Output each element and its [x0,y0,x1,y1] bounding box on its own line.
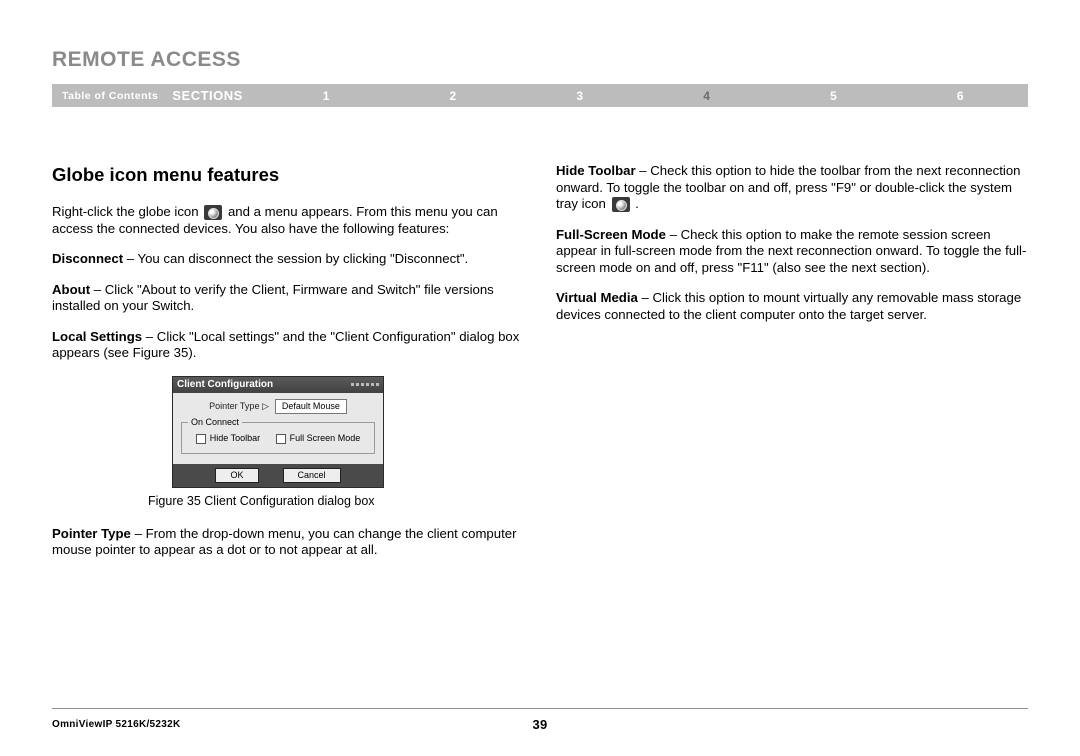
local-settings-paragraph: Local Settings – Click "Local settings" … [52,329,524,362]
nav-section-4[interactable]: 4 [693,89,720,103]
disconnect-term: Disconnect [52,251,123,266]
nav-section-5[interactable]: 5 [820,89,847,103]
hide-toolbar-body-b: . [632,196,639,211]
pointer-type-paragraph: Pointer Type – From the drop-down menu, … [52,526,524,559]
page-title: REMOTE ACCESS [52,48,1028,72]
section-nav: Table of Contents SECTIONS 1 2 3 4 5 6 [52,84,1028,107]
section-heading: Globe icon menu features [52,163,524,186]
checkbox-icon [196,434,206,444]
about-body: – Click "About to verify the Client, Fir… [52,282,494,314]
nav-section-2[interactable]: 2 [440,89,467,103]
footer-page-number: 39 [52,717,1028,732]
full-screen-label: Full Screen Mode [290,433,361,444]
about-term: About [52,282,90,297]
cancel-button[interactable]: Cancel [283,468,341,483]
dialog-button-bar: OK Cancel [173,464,383,487]
globe-icon [612,197,630,212]
globe-icon [204,205,222,220]
dialog-titlebar: Client Configuration [173,377,383,394]
intro-text-a: Right-click the globe icon [52,204,202,219]
right-column: Hide Toolbar – Check this option to hide… [556,163,1028,573]
nav-sections-label: SECTIONS [172,88,262,103]
hide-toolbar-label: Hide Toolbar [210,433,260,444]
hide-toolbar-paragraph: Hide Toolbar – Check this option to hide… [556,163,1028,213]
full-screen-term: Full-Screen Mode [556,227,666,242]
local-settings-term: Local Settings [52,329,142,344]
figure-caption: Figure 35 Client Configuration dialog bo… [148,494,524,510]
disconnect-paragraph: Disconnect – You can disconnect the sess… [52,251,524,268]
hide-toolbar-checkbox[interactable]: Hide Toolbar [196,433,260,444]
pointer-type-select[interactable]: Default Mouse [275,399,347,414]
full-screen-paragraph: Full-Screen Mode – Check this option to … [556,227,1028,277]
dialog-body: Pointer Type ▷ Default Mouse On Connect … [173,393,383,464]
nav-toc-link[interactable]: Table of Contents [52,90,172,102]
ok-button[interactable]: OK [215,468,258,483]
on-connect-legend: On Connect [188,417,242,428]
full-screen-checkbox[interactable]: Full Screen Mode [276,433,361,444]
dialog-title-decor [351,383,379,386]
nav-numbers: 1 2 3 4 5 6 [263,89,1028,103]
nav-section-1[interactable]: 1 [313,89,340,103]
content-columns: Globe icon menu features Right-click the… [52,163,1028,573]
about-paragraph: About – Click "About to verify the Clien… [52,282,524,315]
client-config-dialog: Client Configuration Pointer Type ▷ Defa… [172,376,384,488]
left-column: Globe icon menu features Right-click the… [52,163,524,573]
pointer-type-label: Pointer Type ▷ [209,401,269,412]
intro-paragraph: Right-click the globe icon and a menu ap… [52,204,524,237]
disconnect-body: – You can disconnect the session by clic… [123,251,468,266]
figure-35: Client Configuration Pointer Type ▷ Defa… [172,376,524,488]
on-connect-group: On Connect Hide Toolbar Full Screen Mode [181,422,375,453]
page-footer: OmniViewIP 5216K/5232K 39 [52,708,1028,730]
checkbox-icon [276,434,286,444]
dialog-title-text: Client Configuration [177,379,273,392]
nav-section-6[interactable]: 6 [947,89,974,103]
nav-section-3[interactable]: 3 [566,89,593,103]
virtual-media-term: Virtual Media [556,290,638,305]
hide-toolbar-term: Hide Toolbar [556,163,636,178]
virtual-media-paragraph: Virtual Media – Click this option to mou… [556,290,1028,323]
pointer-type-row: Pointer Type ▷ Default Mouse [181,399,375,414]
pointer-type-term: Pointer Type [52,526,131,541]
